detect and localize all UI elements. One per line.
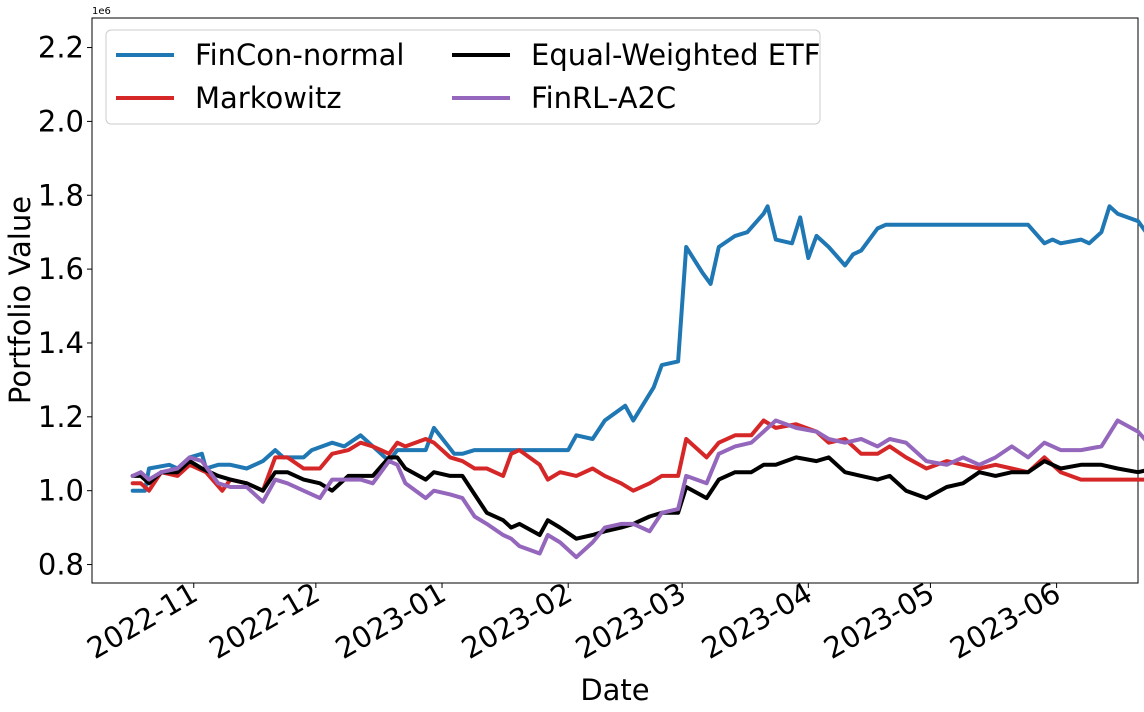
x-tick-label: 2022-11	[81, 576, 203, 666]
y-tick-label: 1.4	[38, 326, 84, 360]
series-line-finrl-a2c	[130, 418, 1144, 560]
series-line-markowitz	[130, 418, 1144, 493]
legend-label-equal-weighted-etf: Equal-Weighted ETF	[531, 38, 820, 72]
series-line-fincon-normal	[130, 204, 1144, 493]
x-tick-label: 2023-06	[944, 576, 1066, 666]
series-lines	[130, 204, 1144, 560]
legend-label-finrl-a2c: FinRL-A2C	[531, 81, 676, 115]
series-line-equal-weighted-etf	[130, 455, 1144, 541]
y-offset-label: 1e6	[92, 6, 111, 17]
x-tick-label: 2022-12	[203, 576, 325, 666]
x-tick-label: 2023-03	[570, 576, 692, 666]
legend-label-fincon-normal: FinCon-normal	[195, 38, 404, 72]
y-tick-label: 1.0	[38, 474, 84, 508]
x-tick-label: 2023-01	[330, 576, 452, 666]
x-tick-label: 2023-02	[456, 576, 578, 666]
legend-box	[105, 29, 821, 125]
x-tick-label: 2023-05	[818, 576, 940, 666]
y-tick-label: 2.2	[38, 31, 84, 65]
y-tick-label: 1.8	[38, 178, 84, 212]
x-axis-label: Date	[580, 673, 649, 707]
legend: FinCon-normal Markowitz Equal-Weighted ETF…	[105, 29, 821, 125]
y-axis-label: Portfolio Value	[3, 196, 37, 404]
y-tick-label: 1.2	[38, 400, 84, 434]
y-tick-label: 2.0	[38, 104, 84, 138]
y-axis-ticks: 0.8 1.0 1.2 1.4 1.6 1.8 2.0 2.2	[38, 31, 92, 582]
x-tick-label: 2023-04	[696, 576, 818, 666]
y-tick-label: 1.6	[38, 252, 84, 286]
legend-label-markowitz: Markowitz	[195, 81, 342, 115]
y-tick-label: 0.8	[38, 548, 84, 582]
